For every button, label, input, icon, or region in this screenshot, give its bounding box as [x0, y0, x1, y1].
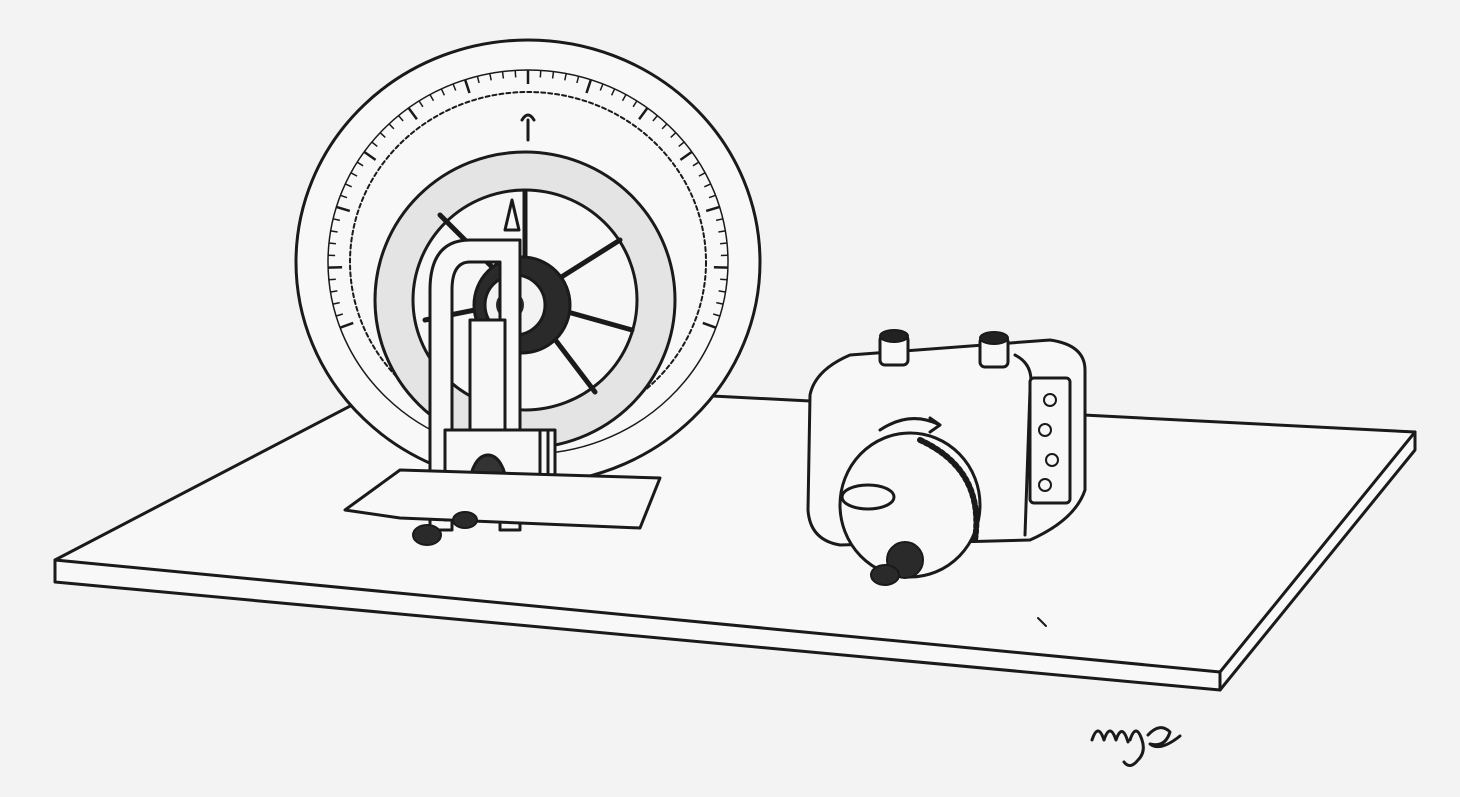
dial-tick [539, 70, 542, 78]
dial-tick [328, 242, 336, 245]
dial-tick [350, 172, 358, 177]
dial-tick [610, 88, 616, 96]
dial-scale-ticks [327, 69, 729, 455]
dial-tick [371, 141, 378, 147]
stippled-wheel [373, 150, 677, 450]
handwritten-signature-icon [1090, 726, 1182, 767]
dial-tick [356, 161, 364, 167]
dial-tick [440, 88, 446, 96]
dial-tick [715, 218, 724, 222]
dial-tick [332, 301, 340, 305]
terminal-posts [878, 329, 1010, 369]
dial-tick [718, 230, 726, 233]
dial-tick [551, 71, 555, 79]
dial-tick [599, 83, 604, 91]
control-box [806, 329, 1087, 586]
dial-tick [429, 94, 435, 102]
dial-tick [452, 83, 457, 91]
dial-tick [489, 73, 492, 81]
base-board [53, 378, 1417, 692]
dial-tick [363, 150, 377, 161]
dial-tick [379, 132, 386, 138]
dial-tick [703, 183, 712, 188]
dial-tick [718, 290, 726, 293]
control-knob [838, 416, 982, 586]
dial-tick [679, 150, 693, 161]
dial-tick [576, 76, 580, 84]
dial-tick [678, 141, 685, 147]
dial-tick [514, 70, 517, 78]
dial-tick [328, 278, 336, 281]
dial-tick [670, 132, 677, 138]
dial-tick [330, 290, 338, 293]
dial-tick [330, 230, 338, 233]
dial-tick [652, 115, 658, 122]
dial-tick [564, 73, 567, 81]
dial-tick [332, 218, 341, 222]
dial-tick [661, 123, 668, 130]
dial-tick [712, 313, 721, 317]
dial-tick [692, 161, 700, 167]
dial-tick [336, 205, 351, 213]
support-bracket [343, 238, 662, 546]
dial-tick [340, 194, 348, 199]
dial-tick [705, 205, 720, 213]
dial-tick [698, 172, 706, 177]
dial-tick [418, 100, 424, 108]
dial-tick [720, 278, 728, 281]
dial-tick [585, 79, 593, 94]
dial-tick [621, 94, 627, 102]
dial-tick [339, 321, 354, 329]
dial-tick [398, 115, 404, 122]
dial-tick [476, 76, 480, 84]
dial-tick [720, 242, 728, 245]
dial-tick [463, 79, 471, 94]
dial-tick [632, 100, 638, 108]
dial-tick [708, 194, 716, 199]
dial-tick [407, 107, 418, 120]
dial-tick [501, 71, 505, 79]
dial-tick [335, 313, 344, 317]
dial-tick [388, 123, 395, 130]
dial-tick [716, 301, 724, 305]
dial-tick [702, 321, 717, 329]
dial-tick [344, 183, 353, 188]
dial-tick [638, 107, 649, 120]
